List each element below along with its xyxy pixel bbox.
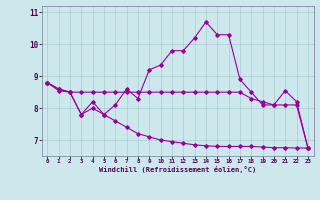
X-axis label: Windchill (Refroidissement éolien,°C): Windchill (Refroidissement éolien,°C) xyxy=(99,166,256,173)
